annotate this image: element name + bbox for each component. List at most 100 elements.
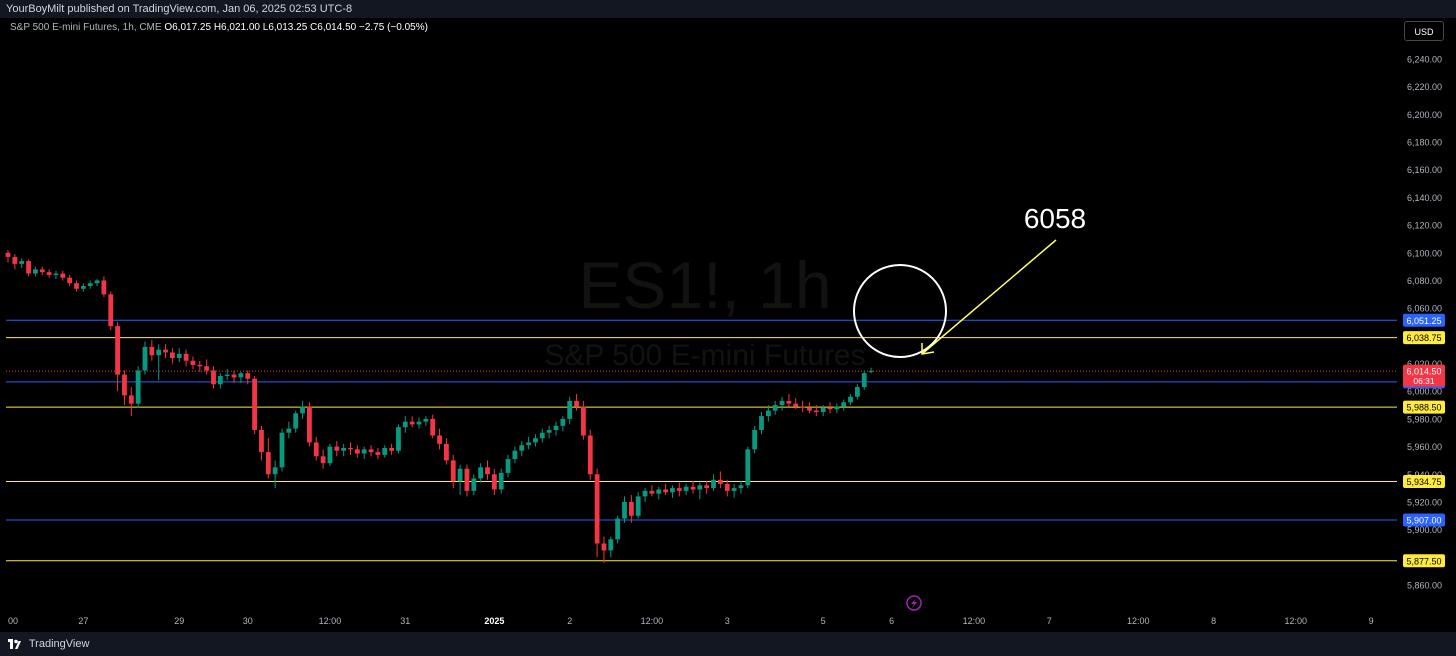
candle	[430, 414, 436, 439]
candle	[204, 359, 210, 375]
candle-body	[670, 488, 675, 493]
candle-body	[848, 396, 853, 403]
candle-body	[94, 280, 100, 284]
candle-body	[512, 450, 518, 460]
y-tick-label: 6,160.00	[1407, 165, 1442, 175]
candle-body	[341, 447, 347, 451]
candle-body	[396, 427, 401, 451]
price-axis[interactable]: 5,860.005,880.005,900.005,920.005,940.00…	[1403, 55, 1445, 591]
candle-body	[265, 452, 271, 475]
candle-body	[12, 256, 18, 264]
candle-body	[683, 486, 689, 491]
candle-body	[80, 286, 86, 289]
candle	[80, 283, 86, 292]
y-tick-label: 5,960.00	[1407, 442, 1442, 452]
candle-body	[135, 370, 141, 404]
footer-brand: TradingView	[28, 638, 90, 650]
candle-body	[272, 467, 278, 475]
candle-body	[402, 421, 408, 428]
candle-body	[183, 353, 189, 361]
candle	[170, 348, 175, 364]
candle	[457, 464, 463, 496]
candle-body	[53, 273, 59, 275]
candle	[793, 398, 799, 410]
candle	[300, 400, 305, 419]
currency-button[interactable]: USD	[1404, 21, 1444, 41]
y-tick-label: 6,020.00	[1407, 359, 1442, 369]
y-tick-label: 5,920.00	[1407, 497, 1442, 507]
level-price-text: 5,877.50	[1406, 556, 1441, 566]
candle-body	[581, 406, 586, 436]
candle-body	[615, 518, 621, 540]
candle	[779, 396, 785, 411]
legend-close: C6,014.50	[310, 22, 357, 33]
time-axis[interactable]: 00 27 29 30 12:00 31 2025 2 12:00 3 5 6 12:00 7 12:00 8…	[8, 616, 1374, 626]
candle	[341, 443, 347, 457]
candle-body	[368, 449, 374, 453]
candle	[293, 410, 299, 433]
candle-body	[128, 395, 134, 404]
candle-body	[827, 407, 833, 410]
candle	[581, 400, 586, 440]
candle	[444, 438, 449, 465]
candle	[238, 371, 244, 383]
candle-body	[772, 405, 778, 411]
candle	[39, 266, 45, 275]
candle	[313, 436, 319, 461]
candle	[409, 416, 415, 428]
y-tick-label: 6,180.00	[1407, 138, 1442, 148]
candle	[752, 425, 758, 454]
candle-body	[539, 432, 545, 439]
candle	[375, 447, 381, 460]
candle	[26, 259, 31, 277]
candle-body	[738, 485, 744, 489]
candle	[642, 488, 648, 502]
candle-body	[354, 449, 360, 454]
candle	[718, 471, 723, 489]
y-tick-label: 6,140.00	[1407, 193, 1442, 203]
candle-body	[601, 543, 607, 551]
candle-body	[807, 407, 812, 411]
candle-body	[793, 403, 799, 407]
candle-body	[834, 406, 840, 410]
candle	[526, 436, 531, 450]
candle	[807, 402, 812, 414]
candle	[635, 492, 641, 519]
candle-body	[375, 452, 381, 455]
legend-open: O6,017.25	[164, 22, 212, 33]
level-price-label: 6,051.25	[1403, 313, 1445, 327]
footer-bar: TradingView	[0, 632, 1456, 656]
x-tick-label: 2	[567, 616, 572, 626]
candle-body	[704, 485, 710, 489]
candle-body	[745, 449, 751, 486]
candle-body	[841, 402, 847, 407]
candle-body	[416, 421, 422, 425]
price-chart[interactable]: ES1!, 1h S&P 500 E-mini Futures 6058 5,8…	[0, 18, 1456, 632]
candle-body	[533, 438, 538, 443]
candle-body	[765, 410, 771, 417]
candle	[361, 446, 367, 460]
flash-icon[interactable]	[906, 595, 922, 611]
candle	[402, 416, 408, 433]
candle-body	[67, 277, 73, 284]
candle	[286, 421, 292, 439]
candle-body	[190, 360, 196, 365]
candle	[115, 322, 120, 392]
candle	[149, 339, 155, 361]
candle-body	[635, 496, 641, 516]
x-tick-label: 12:00	[319, 616, 342, 626]
candle-body	[594, 474, 600, 544]
candle-body	[800, 406, 805, 408]
candle-body	[60, 273, 66, 278]
candle-body	[628, 501, 634, 516]
countdown-text: 06:31	[1413, 376, 1435, 386]
candle-body	[457, 468, 463, 482]
candle-body	[498, 472, 504, 490]
candle-body	[224, 374, 230, 376]
watermark-name: S&P 500 E-mini Futures	[544, 339, 865, 372]
x-tick-label: 31	[400, 616, 410, 626]
candle	[53, 270, 59, 280]
candle-body	[574, 400, 579, 407]
candle-body	[176, 353, 182, 358]
